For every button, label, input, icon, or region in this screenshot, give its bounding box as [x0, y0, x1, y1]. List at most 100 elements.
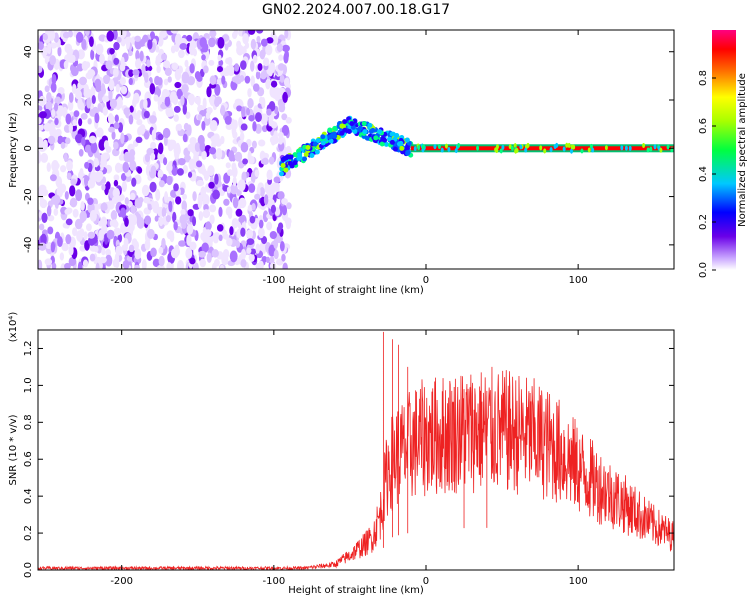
spectrogram-y-tick-label: 20	[23, 94, 34, 107]
spectrogram-cell	[134, 264, 140, 269]
spectrogram-cell	[170, 45, 176, 54]
spectrogram-cell	[236, 228, 242, 239]
spectrogram-cell	[133, 240, 140, 251]
spectrogram-cell	[580, 148, 584, 154]
spectrogram-cell	[642, 143, 646, 149]
spectrogram-cell	[182, 85, 188, 98]
spectrogram-cell	[199, 141, 206, 152]
spectrogram-cell	[188, 43, 196, 56]
spectrogram-cell	[146, 59, 151, 68]
snr-scale-label: (x10⁴)	[8, 312, 19, 343]
spectrogram-cell	[377, 129, 383, 135]
spectrogram-cell	[69, 197, 78, 208]
spectrogram-cell	[254, 218, 260, 225]
spectrogram-cell	[124, 217, 129, 227]
spectrogram-cell	[238, 216, 245, 223]
spectrogram-cell	[214, 97, 220, 108]
spectrogram-x-tick-label: 0	[423, 275, 429, 286]
spectrogram-cell	[197, 114, 203, 121]
spectrogram-cell	[129, 192, 136, 201]
spectrogram-cell	[199, 258, 207, 268]
spectrogram-cell	[78, 149, 84, 157]
spectrogram-cell	[165, 215, 171, 223]
spectrogram-cell	[279, 74, 285, 83]
spectrogram-cell	[84, 144, 92, 153]
spectrogram-cell	[38, 223, 45, 231]
spectrogram-cell	[134, 248, 142, 260]
spectrogram-cell	[79, 101, 85, 111]
spectrogram-cell	[74, 218, 83, 230]
spectrogram-cell	[119, 30, 127, 39]
spectrogram-cell	[198, 250, 206, 258]
spectrogram-cell	[240, 248, 247, 260]
spectrogram-cell	[100, 83, 106, 94]
spectrogram-cell	[53, 208, 59, 216]
spectrogram-cell	[100, 216, 108, 228]
spectrogram-cell	[184, 59, 189, 68]
spectrogram-cell	[260, 71, 267, 80]
spectrogram-cell	[379, 141, 385, 147]
spectrogram-cell	[139, 50, 144, 62]
spectrogram-cell	[147, 203, 152, 211]
spectrogram-cell	[129, 160, 137, 171]
spectrogram-cell	[112, 67, 119, 78]
spectrogram-cell	[41, 212, 48, 223]
spectrogram-cell	[182, 103, 187, 115]
spectrogram-cell	[260, 158, 269, 165]
spectrogram-cell	[649, 146, 653, 152]
spectrogram-cell	[225, 206, 233, 216]
spectrogram-cell	[587, 147, 591, 153]
spectrogram-cell	[170, 189, 177, 198]
spectrogram-cell	[270, 204, 276, 214]
spectrogram-cell	[94, 112, 100, 124]
spectrogram-cell	[454, 148, 458, 154]
spectrogram-cell	[289, 163, 295, 169]
spectrogram-cell	[124, 197, 129, 205]
spectrogram-cell	[38, 117, 42, 125]
spectrogram-cell	[93, 157, 99, 168]
spectrogram-cell	[357, 125, 363, 131]
spectrogram-cell	[173, 183, 179, 192]
spectrogram-cell	[229, 250, 238, 263]
spectrogram-cell	[176, 260, 184, 269]
spectrogram-cell	[120, 36, 126, 47]
spectrogram-cell	[46, 205, 52, 217]
spectrogram-cell	[116, 36, 122, 43]
spectrogram-cell	[64, 43, 73, 54]
spectrogram-cell	[166, 262, 173, 269]
spectrogram-cell	[266, 169, 273, 181]
snr-ylabel: SNR (10 * v/v)	[8, 414, 19, 485]
spectrogram-cell	[266, 221, 273, 231]
spectrogram-cell	[103, 140, 109, 150]
spectrogram-cell	[232, 131, 238, 139]
spectrogram-cell	[339, 123, 345, 129]
spectrogram-cell	[71, 54, 76, 63]
spectrogram-cell	[45, 101, 53, 111]
spectrogram-cell	[278, 171, 284, 177]
spectrogram-cell	[68, 92, 74, 103]
spectrogram-cell	[151, 129, 157, 142]
spectrogram-cell	[158, 216, 164, 227]
colorbar-gradient	[712, 30, 736, 270]
spectrogram-cell	[447, 147, 451, 153]
spectrogram-cell	[174, 69, 182, 81]
spectrogram-cell	[157, 151, 163, 163]
spectrogram-cell	[150, 152, 156, 161]
spectrogram-cell	[177, 157, 186, 166]
snr-y-tick-label: 0.2	[23, 525, 34, 541]
spectrogram-cell	[72, 208, 79, 218]
spectrogram-cell	[437, 144, 441, 150]
spectrogram-cell	[209, 120, 218, 132]
spectrogram-cell	[394, 133, 400, 139]
spectrogram-cell	[628, 145, 632, 151]
spectrogram-cell	[113, 121, 120, 130]
spectrogram-cell	[398, 140, 404, 146]
spectrogram-cell	[273, 238, 279, 249]
colorbar-label: Normalized spectral amplitude	[737, 73, 748, 227]
spectrogram-cell	[172, 211, 177, 223]
snr-y-tick-label: 1.2	[23, 341, 34, 357]
spectrogram-cell	[173, 221, 178, 231]
snr-x-tick-label: 0	[423, 576, 429, 587]
spectrogram-cell	[261, 152, 270, 159]
spectrogram-cell	[281, 198, 288, 205]
